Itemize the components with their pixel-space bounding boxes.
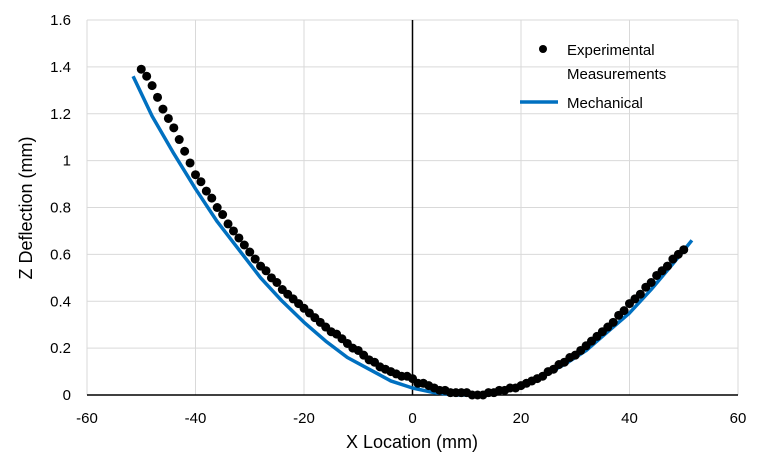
experimental-point	[218, 210, 228, 220]
legend-label-experimental-line1: Experimental	[567, 42, 655, 59]
experimental-point	[228, 226, 238, 236]
experimental-point	[142, 71, 152, 81]
x-axis-label: X Location (mm)	[346, 432, 478, 452]
x-tick-label: -60	[76, 410, 98, 427]
experimental-point	[646, 278, 656, 287]
x-tick-label: -20	[293, 410, 315, 427]
experimental-point	[180, 146, 190, 156]
experimental-point	[272, 278, 282, 287]
y-tick-label: 1.6	[50, 12, 71, 29]
y-tick-label: 0	[63, 387, 71, 404]
y-tick-label: 0.8	[50, 200, 71, 217]
experimental-point	[163, 113, 173, 123]
experimental-point	[196, 177, 206, 187]
experimental-point	[136, 64, 146, 74]
x-tick-label: 0	[408, 410, 416, 427]
x-tick-label: 20	[513, 410, 530, 427]
experimental-point	[201, 186, 211, 196]
experimental-point	[679, 245, 689, 255]
y-tick-label: 0.6	[50, 246, 71, 263]
experimental-point	[608, 317, 618, 327]
experimental-point	[212, 203, 222, 212]
y-axis-label: Z Deflection (mm)	[16, 136, 36, 279]
x-tick-label: 40	[621, 410, 638, 427]
y-tick-label: 1	[63, 153, 71, 170]
experimental-point	[207, 193, 217, 203]
experimental-point	[250, 254, 260, 264]
experimental-point	[239, 240, 249, 250]
y-tick-label: 0.2	[50, 340, 71, 357]
x-tick-label: 60	[730, 410, 747, 427]
experimental-point	[191, 170, 200, 180]
experimental-point	[185, 158, 195, 168]
experimental-point	[153, 92, 163, 102]
y-tick-label: 1.4	[50, 59, 71, 76]
series-experimental	[136, 64, 689, 400]
experimental-point	[635, 289, 645, 299]
x-tick-label: -40	[185, 410, 207, 427]
legend: Experimental Measurements Mechanical	[520, 42, 666, 112]
legend-label-experimental-line2: Measurements	[567, 66, 666, 83]
experimental-point	[662, 261, 672, 271]
legend-label-mechanical: Mechanical	[567, 95, 643, 112]
experimental-point	[261, 266, 271, 276]
axes	[87, 20, 738, 396]
y-tick-label: 1.2	[50, 106, 71, 123]
tick-labels: 0 0.2 0.4 0.6 0.8 1 1.2 1.4 1.6 -60 -40 -20 0 20 40 60	[50, 12, 746, 427]
experimental-point	[169, 123, 179, 133]
experimental-point	[158, 104, 168, 114]
experimental-point	[223, 219, 233, 229]
experimental-point	[147, 81, 157, 91]
experimental-point	[234, 233, 244, 243]
experimental-point	[245, 247, 255, 257]
legend-marker-experimental	[539, 45, 547, 53]
experimental-point	[619, 306, 629, 316]
y-tick-label: 0.4	[50, 293, 71, 310]
experimental-point	[174, 135, 184, 145]
